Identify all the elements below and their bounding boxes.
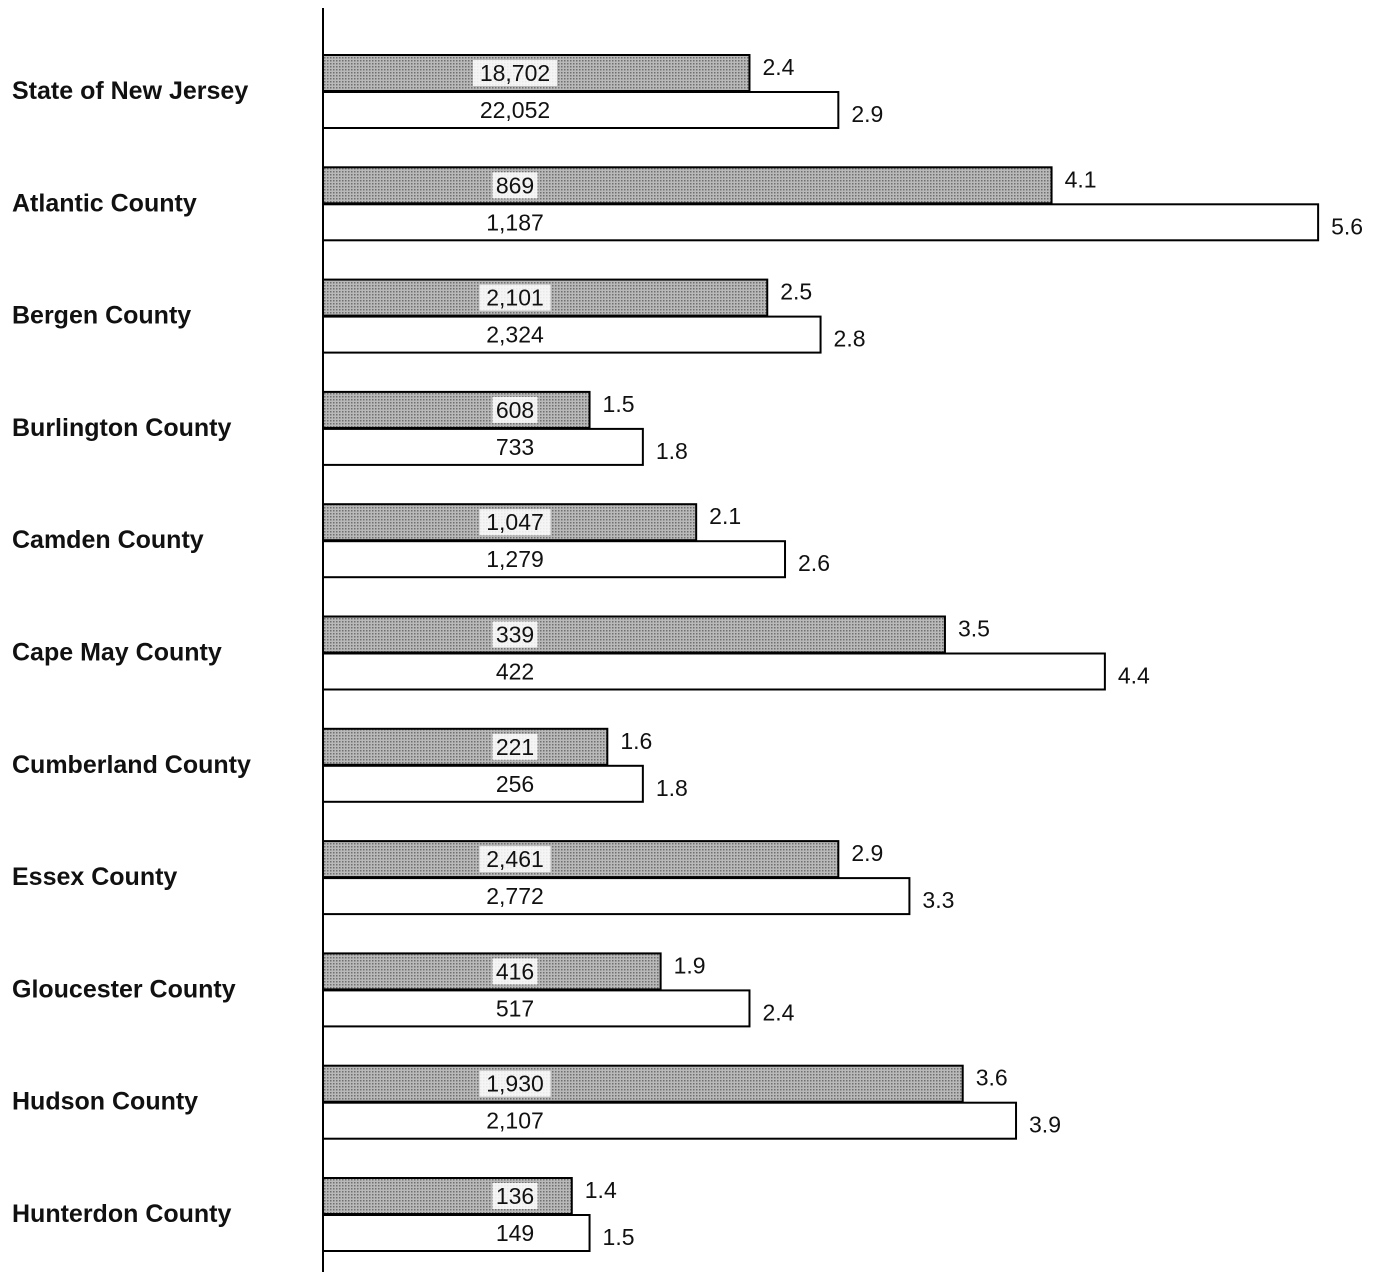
count-label-bg — [492, 958, 538, 985]
count-label-bergen-county-shaded: 2,101 — [486, 285, 544, 311]
count-label-essex-county-white: 2,772 — [486, 883, 544, 909]
count-label-bergen-county-white: 2,324 — [486, 322, 544, 348]
rate-label-burlington-county-white: 1.8 — [656, 438, 688, 464]
category-label-cumberland-county: Cumberland County — [12, 751, 251, 779]
bars-layer — [322, 54, 1320, 1252]
bar-burlington-county-white — [322, 427, 644, 466]
bar-essex-county-shaded — [322, 840, 840, 879]
bar-bergen-county-white — [322, 315, 822, 354]
count-label-bg — [479, 284, 551, 311]
bar-hudson-county-shaded — [322, 1064, 964, 1103]
count-label-atlantic-county-shaded: 869 — [496, 172, 534, 198]
rate-label-hudson-county-shaded: 3.6 — [976, 1065, 1008, 1091]
rate-label-burlington-county-shaded: 1.5 — [603, 391, 635, 417]
count-label-cumberland-county-white: 256 — [496, 771, 534, 797]
count-label-bg — [492, 1183, 538, 1209]
bar-hudson-county-white — [322, 1101, 1018, 1140]
count-label-bg — [473, 60, 557, 86]
rate-label-cape-may-county-shaded: 3.5 — [958, 616, 990, 642]
count-label-bg — [479, 846, 551, 873]
category-label-state-of-new-jersey: State of New Jersey — [12, 77, 248, 105]
count-label-gloucester-county-white: 517 — [496, 995, 534, 1021]
bar-atlantic-county-white — [322, 203, 1320, 242]
bar-cumberland-county-shaded — [322, 727, 609, 766]
bar-camden-county-white — [322, 540, 787, 579]
rate-label-gloucester-county-shaded: 1.9 — [674, 952, 706, 978]
rate-label-bergen-county-white: 2.8 — [834, 326, 866, 352]
count-label-gloucester-county-shaded: 416 — [496, 958, 534, 984]
count-label-camden-county-white: 1,279 — [486, 546, 544, 572]
rate-label-essex-county-white: 3.3 — [922, 887, 954, 913]
bar-gloucester-county-white — [322, 989, 751, 1028]
rate-label-cumberland-county-shaded: 1.6 — [620, 728, 652, 754]
rate-label-state-of-new-jersey-shaded: 2.4 — [762, 54, 794, 80]
count-label-hudson-county-white: 2,107 — [486, 1108, 544, 1134]
count-label-bg — [492, 621, 538, 648]
count-label-state-of-new-jersey-shaded: 18,702 — [480, 60, 550, 86]
count-label-burlington-county-white: 733 — [496, 434, 534, 460]
count-label-bg — [492, 733, 538, 760]
bar-hunterdon-county-white — [322, 1214, 591, 1252]
bar-cumberland-county-white — [322, 764, 644, 803]
category-label-burlington-county: Burlington County — [12, 414, 231, 442]
count-label-bg — [492, 396, 538, 423]
category-label-hudson-county: Hudson County — [12, 1088, 198, 1116]
count-label-bg — [492, 172, 538, 199]
count-label-cape-may-county-shaded: 339 — [496, 622, 534, 648]
rate-label-hunterdon-county-white: 1.5 — [603, 1224, 635, 1250]
count-label-camden-county-shaded: 1,047 — [486, 509, 544, 535]
count-label-bg — [479, 509, 551, 536]
bar-state-of-new-jersey-white — [322, 91, 840, 129]
rate-label-atlantic-county-white: 5.6 — [1331, 213, 1363, 239]
category-label-camden-county: Camden County — [12, 526, 204, 554]
count-label-essex-county-shaded: 2,461 — [486, 846, 544, 872]
count-label-hudson-county-shaded: 1,930 — [486, 1071, 544, 1097]
rate-label-bergen-county-shaded: 2.5 — [780, 279, 812, 305]
rate-label-state-of-new-jersey-white: 2.9 — [851, 101, 883, 127]
bar-essex-county-white — [322, 877, 911, 916]
count-label-burlington-county-shaded: 608 — [496, 397, 534, 423]
category-label-gloucester-county: Gloucester County — [12, 975, 236, 1003]
count-label-cumberland-county-shaded: 221 — [496, 734, 534, 760]
bar-cape-may-county-shaded — [322, 615, 946, 654]
rate-label-gloucester-county-white: 2.4 — [762, 999, 794, 1025]
bar-burlington-county-shaded — [322, 390, 591, 429]
count-label-state-of-new-jersey-white: 22,052 — [480, 97, 550, 123]
count-label-hunterdon-county-shaded: 136 — [496, 1183, 534, 1209]
category-label-hunterdon-county: Hunterdon County — [12, 1200, 232, 1228]
bar-atlantic-county-shaded — [322, 166, 1053, 205]
rate-label-atlantic-county-shaded: 4.1 — [1065, 166, 1097, 192]
count-label-hunterdon-county-white: 149 — [496, 1220, 534, 1246]
rate-label-camden-county-shaded: 2.1 — [709, 503, 741, 529]
rate-label-hudson-county-white: 3.9 — [1029, 1112, 1061, 1138]
labels-layer: State of New Jersey 18,702 2.4 22,052 2.9 Atl… — [12, 54, 1363, 1250]
count-label-cape-may-county-white: 422 — [496, 659, 534, 685]
category-label-cape-may-county: Cape May County — [12, 639, 222, 667]
rate-label-camden-county-white: 2.6 — [798, 550, 830, 576]
count-label-atlantic-county-white: 1,187 — [486, 209, 544, 235]
rate-label-hunterdon-county-shaded: 1.4 — [585, 1177, 617, 1203]
category-label-bergen-county: Bergen County — [12, 302, 191, 330]
rate-label-cumberland-county-white: 1.8 — [656, 775, 688, 801]
category-label-atlantic-county: Atlantic County — [12, 189, 197, 217]
rate-label-cape-may-county-white: 4.4 — [1118, 663, 1150, 689]
bar-cape-may-county-white — [322, 652, 1106, 691]
rate-label-essex-county-shaded: 2.9 — [851, 840, 883, 866]
bar-gloucester-county-shaded — [322, 952, 662, 991]
count-label-bg — [479, 1070, 551, 1097]
category-label-essex-county: Essex County — [12, 863, 177, 891]
